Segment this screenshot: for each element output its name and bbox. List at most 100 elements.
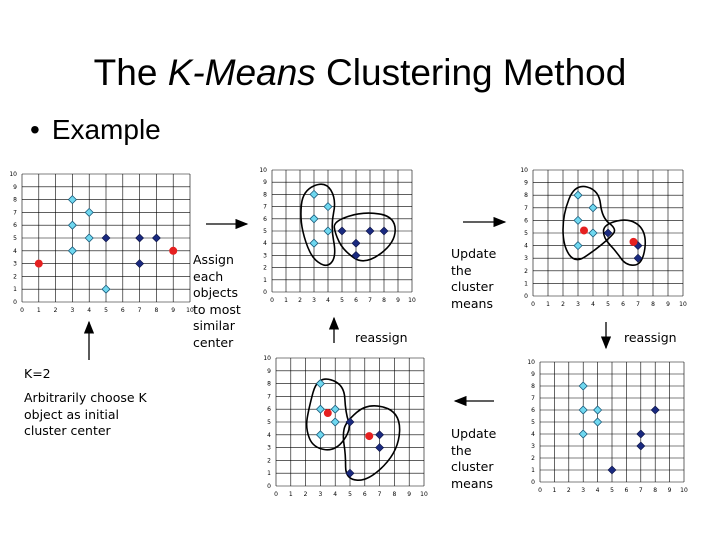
y-tick-label: 0 bbox=[13, 299, 17, 306]
y-tick-label: 1 bbox=[267, 470, 271, 477]
x-tick-label: 6 bbox=[121, 307, 125, 314]
title-suffix: Clustering Method bbox=[315, 52, 627, 93]
x-tick-label: 7 bbox=[138, 307, 142, 314]
plot-reassigned-svg: 00 1 1 2 2 3 3 4 4 5 5 6 6 7 7 8 8 9 9 10 10 bbox=[263, 355, 428, 498]
cluster-point-light bbox=[67, 195, 77, 205]
cluster-point-dark bbox=[101, 233, 111, 243]
bullet-dot: • bbox=[30, 114, 40, 145]
cluster-right-outline bbox=[333, 212, 397, 262]
assign-label: Assign each objects to most similar cent… bbox=[193, 252, 241, 350]
x-tick-label: 7 bbox=[378, 491, 382, 498]
cluster-point-light bbox=[323, 202, 333, 212]
cluster-point-light bbox=[309, 189, 319, 199]
y-tick-label: 5 bbox=[524, 230, 528, 237]
y-tick-label: 4 bbox=[531, 431, 535, 438]
x-tick-label: 9 bbox=[396, 297, 400, 304]
y-tick-label: 3 bbox=[531, 443, 535, 450]
cluster-point-light bbox=[84, 233, 94, 243]
x-tick-label: 0 bbox=[270, 297, 274, 304]
x-tick-label: 8 bbox=[392, 491, 396, 498]
y-tick-label: 6 bbox=[13, 222, 17, 229]
cluster-point-light bbox=[67, 220, 77, 230]
cluster-point-dark bbox=[351, 238, 361, 248]
x-tick-label: 3 bbox=[576, 301, 580, 308]
cluster-center bbox=[580, 226, 588, 235]
y-tick-label: 2 bbox=[13, 273, 17, 280]
x-tick-label: 9 bbox=[407, 491, 411, 498]
y-tick-label: 3 bbox=[524, 255, 528, 262]
cluster-point-dark bbox=[650, 405, 660, 415]
y-tick-label: 6 bbox=[531, 407, 535, 414]
cluster-point-dark bbox=[345, 468, 355, 478]
y-tick-label: 10 bbox=[263, 355, 271, 362]
cluster-right-outline bbox=[342, 405, 401, 482]
x-tick-label: 10 bbox=[679, 301, 687, 308]
plot-final-svg: 00 1 1 2 2 3 3 4 4 5 5 6 6 7 7 8 8 9 9 10 10 bbox=[527, 359, 688, 494]
cluster-point-light bbox=[578, 405, 588, 415]
x-tick-label: 8 bbox=[651, 301, 655, 308]
cluster-point-light bbox=[330, 404, 340, 414]
update-label-top: Update the cluster means bbox=[451, 246, 497, 311]
cluster-point-dark bbox=[135, 259, 145, 269]
x-tick-label: 1 bbox=[552, 487, 556, 494]
y-tick-label: 2 bbox=[267, 457, 271, 464]
x-tick-label: 7 bbox=[636, 301, 640, 308]
cluster-point-light bbox=[101, 284, 111, 294]
y-tick-label: 3 bbox=[13, 261, 17, 268]
y-tick-label: 3 bbox=[267, 445, 271, 452]
plot-reassigned: 0 0 1 1 2 2 3 3 4 4 5 5 6 6 7 7 8 8 9 9 10 10 bbox=[258, 350, 434, 500]
x-tick-label: 8 bbox=[653, 487, 657, 494]
cluster-point-dark bbox=[337, 226, 347, 236]
reassign-label-right: reassign bbox=[624, 330, 677, 345]
cluster-point-light bbox=[593, 417, 603, 427]
plot-final: 0 0 1 1 2 2 3 3 4 4 5 5 6 6 7 7 8 8 9 9 10 10 bbox=[524, 354, 694, 494]
x-tick-label: 4 bbox=[333, 491, 337, 498]
x-tick-label: 7 bbox=[639, 487, 643, 494]
y-tick-label: 6 bbox=[263, 216, 267, 223]
x-tick-label: 6 bbox=[621, 301, 625, 308]
y-tick-label: 7 bbox=[13, 209, 17, 216]
x-tick-label: 2 bbox=[298, 297, 302, 304]
y-tick-label: 8 bbox=[524, 192, 528, 199]
y-tick-label: 0 bbox=[267, 483, 271, 490]
x-tick-label: 8 bbox=[154, 307, 158, 314]
title-prefix: The bbox=[93, 52, 168, 93]
plot-first-assignment-svg: 00 1 1 2 2 3 3 4 4 5 5 6 6 7 7 8 8 9 9 10 10 bbox=[259, 167, 416, 304]
slide-title: The K-Means Clustering Method bbox=[0, 52, 720, 94]
x-tick-label: 1 bbox=[289, 491, 293, 498]
y-tick-label: 6 bbox=[524, 217, 528, 224]
x-tick-label: 8 bbox=[382, 297, 386, 304]
cluster-point-dark bbox=[607, 465, 617, 475]
cluster-center bbox=[365, 432, 374, 441]
x-tick-label: 5 bbox=[606, 301, 610, 308]
plot-updated-means-svg: 00 1 1 2 2 3 3 4 4 5 5 6 6 7 7 8 8 9 9 10 10 bbox=[520, 167, 687, 308]
cluster-point-dark bbox=[345, 417, 355, 427]
x-tick-label: 10 bbox=[420, 491, 428, 498]
y-tick-label: 5 bbox=[13, 235, 17, 242]
reassign-label-mid: reassign bbox=[355, 330, 408, 345]
cluster-point-dark bbox=[365, 226, 375, 236]
cluster-point-dark bbox=[135, 233, 145, 243]
plot-updated-means: 0 0 1 1 2 2 3 3 4 4 5 5 6 6 7 7 8 8 9 9 10 10 bbox=[513, 162, 693, 312]
cluster-point-light bbox=[67, 246, 77, 256]
cluster-right-outline bbox=[602, 219, 647, 266]
x-tick-label: 6 bbox=[624, 487, 628, 494]
y-tick-label: 10 bbox=[259, 167, 267, 174]
x-tick-label: 10 bbox=[680, 487, 688, 494]
cluster-point-light bbox=[588, 228, 598, 238]
plot-first-assignment: 0 0 1 1 2 2 3 3 4 4 5 5 6 6 7 7 8 8 9 9 10 10 bbox=[256, 162, 422, 308]
y-tick-label: 9 bbox=[263, 179, 267, 186]
cluster-point-light bbox=[309, 238, 319, 248]
x-tick-label: 3 bbox=[70, 307, 74, 314]
y-tick-label: 4 bbox=[267, 432, 271, 439]
cluster-point-dark bbox=[375, 443, 385, 453]
x-tick-label: 5 bbox=[340, 297, 344, 304]
y-tick-label: 1 bbox=[524, 280, 528, 287]
x-tick-label: 5 bbox=[104, 307, 108, 314]
cluster-point-dark bbox=[351, 250, 361, 260]
cluster-point-dark bbox=[379, 226, 389, 236]
x-tick-label: 6 bbox=[354, 297, 358, 304]
y-tick-label: 10 bbox=[527, 359, 535, 366]
y-tick-label: 4 bbox=[13, 248, 17, 255]
